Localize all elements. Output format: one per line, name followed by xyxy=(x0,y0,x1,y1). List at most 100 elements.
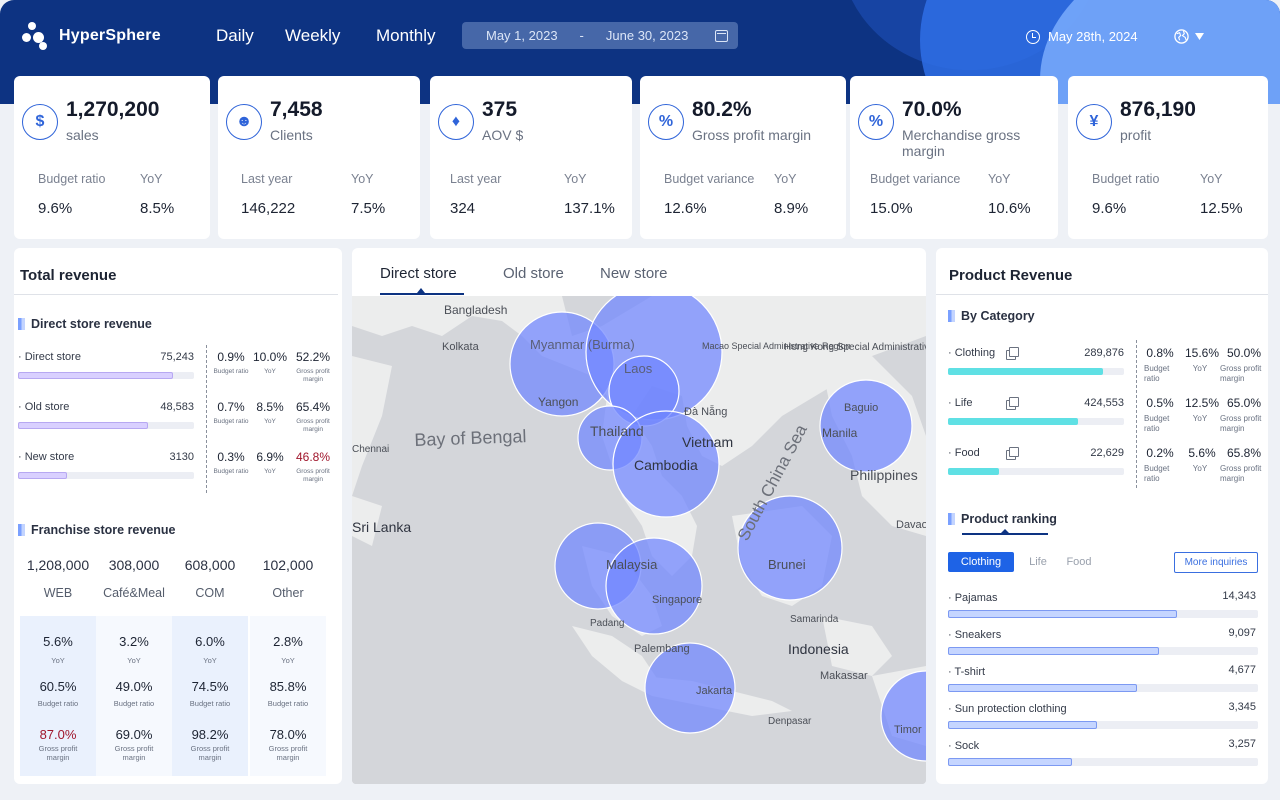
divider xyxy=(1136,340,1137,488)
metric-label: Gross profit margin xyxy=(1220,464,1262,483)
current-date: May 28th, 2024 xyxy=(1026,29,1138,44)
language-selector[interactable] xyxy=(1174,29,1204,44)
metric-value: 6.9% xyxy=(256,450,284,464)
kpi-metric-label: YoY xyxy=(1200,172,1223,186)
kpi-label: Merchandise gross margin xyxy=(902,127,1021,159)
store-map[interactable]: Bangladesh Kolkata Myanmar (Burma) Yangon La… xyxy=(352,296,926,784)
store-bubble[interactable] xyxy=(737,495,843,601)
franchise-metrics-column: 5.6% YoY 60.5% Budget ratio 87.0% Gross profi… xyxy=(20,616,96,776)
kpi-metric-label: Last year xyxy=(241,172,293,186)
store-row-value: 48,583 xyxy=(160,401,194,413)
kpi-metric-value: 9.6% xyxy=(1092,200,1127,217)
kpi-metric-label: YoY xyxy=(988,172,1011,186)
map-place-label: Singapore xyxy=(652,594,702,606)
kpi-metric-label: YoY xyxy=(564,172,587,186)
metric-label: YoY xyxy=(1192,464,1208,473)
kpi-label: sales xyxy=(66,127,99,143)
period-weekly-tab[interactable]: Weekly xyxy=(285,26,341,45)
ranking-row-value: 14,343 xyxy=(1222,590,1256,602)
store-row-bar-fill xyxy=(18,422,149,429)
franchise-gpm-value: 69.0% xyxy=(115,727,153,742)
tab-new-store[interactable]: New store xyxy=(600,265,668,282)
metric-label: Gross profit margin xyxy=(1220,364,1262,383)
kpi-metric-value: 8.9% xyxy=(774,200,809,217)
active-tab-caret-icon xyxy=(417,288,425,293)
franchise-value: 308,000 xyxy=(108,557,160,573)
map-place-label: Laos xyxy=(624,361,653,376)
kpi-metric-label: Last year xyxy=(450,172,502,186)
ranking-tab-clothing[interactable]: Clothing xyxy=(948,552,1014,572)
metric-value: 5.6% xyxy=(1188,446,1216,460)
map-place-label: Yangon xyxy=(538,395,578,409)
category-row-name: · Food xyxy=(948,447,980,459)
copy-icon[interactable] xyxy=(1006,347,1019,360)
date-end: June 30, 2023 xyxy=(605,28,689,43)
franchise-budget-value: 85.8% xyxy=(269,679,307,694)
caret-down-icon xyxy=(1195,33,1204,40)
active-tab-indicator xyxy=(380,293,464,295)
franchise-yoy-value: 3.2% xyxy=(119,634,149,649)
franchise-channel-name: COM xyxy=(195,586,225,600)
app-logo[interactable]: HyperSphere xyxy=(20,21,161,51)
map-canvas[interactable]: Bangladesh Kolkata Myanmar (Burma) Yangon La… xyxy=(352,296,926,784)
money-bag-icon: ¥ xyxy=(1076,104,1112,140)
category-row-bar xyxy=(948,368,1124,375)
franchise-metrics-column: 2.8% YoY 85.8% Budget ratio 78.0% Gross profi… xyxy=(250,616,326,776)
map-place-label: Makassar xyxy=(820,670,868,682)
category-row-name: · Life xyxy=(948,397,973,409)
store-row-name: · New store xyxy=(18,451,75,463)
copy-icon[interactable] xyxy=(1006,397,1019,410)
ranking-row-value: 3,257 xyxy=(1228,738,1256,750)
metric-value: 15.6% xyxy=(1184,346,1220,360)
metric-label: YoY xyxy=(1192,364,1208,373)
franchise-value: 1,208,000 xyxy=(26,557,90,573)
franchise-budget-value: 60.5% xyxy=(39,679,77,694)
store-bubble[interactable] xyxy=(819,379,913,473)
store-bubble[interactable] xyxy=(612,410,720,518)
metric-value: 12.5% xyxy=(1184,396,1220,410)
kpi-metric-label: YoY xyxy=(774,172,797,186)
ranking-row-name: · Pajamas xyxy=(948,592,998,604)
kpi-card: % 80.2% Gross profit margin Budget variance… xyxy=(640,76,846,239)
metric-value: 46.8% xyxy=(295,450,331,464)
ranking-row-bar-fill xyxy=(948,610,1178,618)
period-daily-tab[interactable]: Daily xyxy=(216,26,254,45)
divider xyxy=(936,294,1268,295)
app-name: HyperSphere xyxy=(59,27,161,44)
store-row-bar xyxy=(18,422,194,429)
logo-icon xyxy=(20,21,50,51)
metric-value: 0.7% xyxy=(217,400,245,414)
category-row-value: 22,629 xyxy=(1090,447,1124,459)
tab-old-store[interactable]: Old store xyxy=(503,265,564,282)
kpi-metric-value: 10.6% xyxy=(988,200,1031,217)
metric-value: 65.8% xyxy=(1226,446,1262,460)
date-range-picker[interactable]: May 1, 2023 - June 30, 2023 xyxy=(462,22,738,49)
metric-label: Budget ratio xyxy=(1144,464,1170,483)
section-marker-icon xyxy=(18,524,25,536)
ranking-row-name: · Sun protection clothing xyxy=(948,703,1067,715)
store-bubble[interactable] xyxy=(605,537,703,635)
ranking-tab-food[interactable]: Food xyxy=(1066,556,1092,568)
copy-icon[interactable] xyxy=(1006,447,1019,460)
product-revenue-panel: Product Revenue xyxy=(936,248,1268,784)
ranking-tab-life[interactable]: Life xyxy=(1029,556,1047,568)
franchise-gpm-value: 78.0% xyxy=(269,727,307,742)
kpi-card: % 70.0% Merchandise gross margin Budget var… xyxy=(850,76,1058,239)
more-inquiries-button[interactable]: More inquiries xyxy=(1174,552,1258,573)
product-ranking-title: Product ranking xyxy=(948,512,1057,526)
store-bubble[interactable] xyxy=(644,642,736,734)
store-bubble[interactable] xyxy=(880,670,926,762)
tag-icon: ♦ xyxy=(438,104,474,140)
kpi-metric-label: Budget ratio xyxy=(38,172,106,186)
product-revenue-title: Product Revenue xyxy=(949,267,1073,284)
category-row-bar-fill xyxy=(948,418,1079,425)
franchise-channel-name: WEB xyxy=(43,586,73,600)
period-monthly-tab[interactable]: Monthly xyxy=(376,26,436,45)
franchise-budget-label: Budget ratio xyxy=(113,699,155,708)
metric-label: YoY xyxy=(264,468,276,475)
ranking-row-value: 9,097 xyxy=(1228,627,1256,639)
section-marker-icon xyxy=(948,310,955,322)
map-place-label: Cambodia xyxy=(634,457,698,473)
tab-direct-store[interactable]: Direct store xyxy=(380,265,457,282)
franchise-gpm-label: Gross profit margin xyxy=(190,744,230,762)
